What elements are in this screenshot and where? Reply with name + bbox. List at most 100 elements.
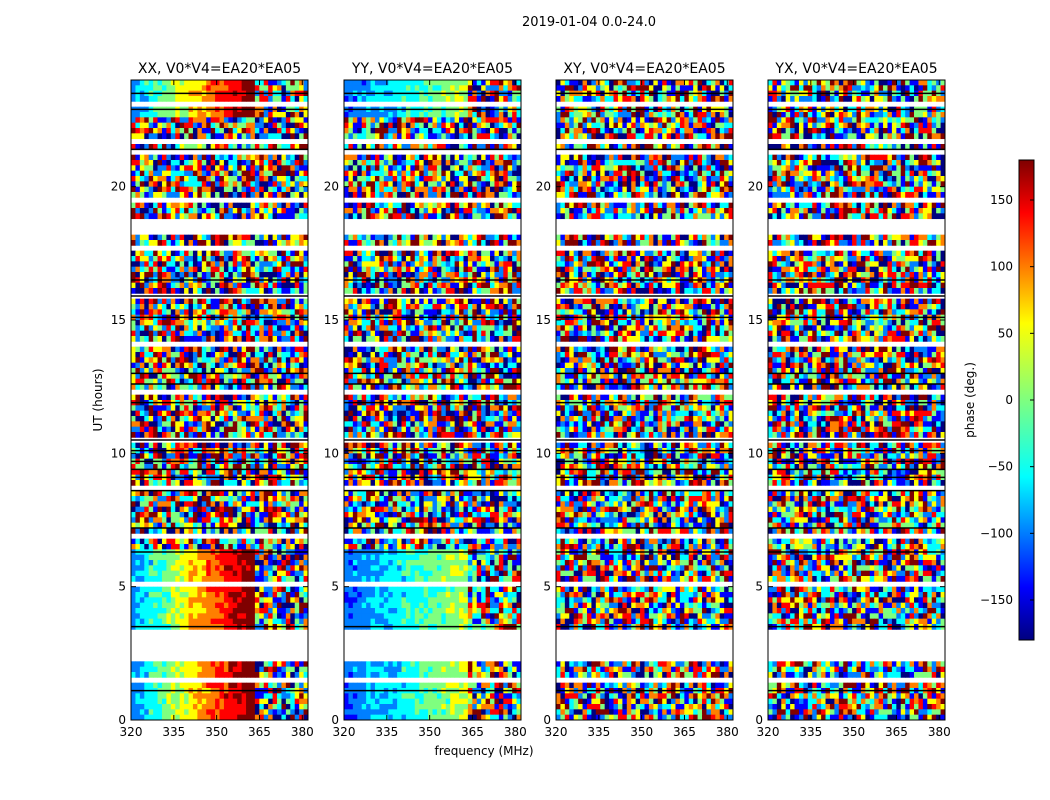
heatmap-cell bbox=[241, 661, 247, 668]
heatmap-cell bbox=[201, 192, 207, 198]
y-tick-label: 15 bbox=[111, 313, 126, 327]
heatmap-cell bbox=[170, 661, 176, 668]
heatmap-cell bbox=[259, 394, 265, 401]
heatmap-cell bbox=[179, 421, 185, 428]
heatmap-cell bbox=[259, 421, 265, 428]
heatmap-cell bbox=[148, 213, 154, 220]
heatmap-cell bbox=[166, 512, 172, 518]
heatmap-cell bbox=[144, 170, 150, 177]
heatmap-cell bbox=[259, 320, 265, 326]
heatmap-cell bbox=[467, 170, 473, 177]
heatmap-cell bbox=[135, 384, 141, 390]
heatmap-cell bbox=[153, 181, 158, 188]
heatmap-cell bbox=[179, 442, 185, 449]
heatmap-cell bbox=[170, 693, 176, 700]
heatmap-cell bbox=[144, 128, 150, 134]
heatmap-cell bbox=[232, 128, 238, 134]
heatmap-cell bbox=[161, 490, 167, 497]
heatmap-cell bbox=[445, 240, 451, 246]
heatmap-cell bbox=[401, 176, 407, 182]
heatmap-cell bbox=[410, 256, 416, 262]
heatmap-cell bbox=[241, 602, 247, 609]
heatmap-cell bbox=[131, 240, 136, 246]
heatmap-cell bbox=[201, 432, 207, 438]
heatmap-cell bbox=[259, 144, 265, 150]
heatmap-cell bbox=[472, 165, 478, 172]
heatmap-cell bbox=[166, 560, 172, 566]
heatmap-cell bbox=[237, 80, 243, 86]
heatmap-cell bbox=[201, 517, 207, 524]
heatmap-cell bbox=[285, 464, 291, 470]
heatmap-cell bbox=[197, 208, 203, 214]
heatmap-cell bbox=[157, 352, 163, 358]
heatmap-cell bbox=[272, 208, 278, 214]
heatmap-cell bbox=[237, 394, 243, 401]
heatmap-cell bbox=[131, 570, 136, 577]
heatmap-cell bbox=[148, 426, 154, 433]
heatmap-cell bbox=[246, 682, 251, 689]
heatmap-cell bbox=[157, 112, 163, 118]
heatmap-cell bbox=[285, 160, 291, 166]
heatmap-cell bbox=[388, 256, 394, 262]
heatmap-cell bbox=[135, 517, 141, 524]
heatmap-cell bbox=[423, 234, 429, 241]
heatmap-cell bbox=[232, 122, 238, 129]
heatmap-cell bbox=[170, 186, 176, 193]
heatmap-cell bbox=[223, 325, 229, 332]
heatmap-cell bbox=[241, 709, 247, 716]
heatmap-cell bbox=[281, 309, 287, 316]
heatmap-cell bbox=[153, 117, 158, 124]
heatmap-cell bbox=[512, 186, 517, 193]
heatmap-cell bbox=[131, 405, 136, 412]
heatmap-cell bbox=[197, 186, 203, 193]
heatmap-cell bbox=[175, 602, 181, 609]
heatmap-cell bbox=[131, 384, 136, 390]
heatmap-cell bbox=[131, 202, 136, 209]
heatmap-cell bbox=[192, 346, 198, 353]
heatmap-cell bbox=[219, 613, 225, 620]
heatmap-cell bbox=[494, 122, 500, 129]
heatmap-cell bbox=[459, 128, 464, 134]
heatmap-cell bbox=[135, 80, 141, 86]
heatmap-cell bbox=[503, 96, 509, 102]
heatmap-cell bbox=[206, 480, 212, 486]
heatmap-cell bbox=[277, 608, 282, 614]
heatmap-cell bbox=[285, 282, 291, 289]
heatmap-cell bbox=[441, 122, 447, 129]
heatmap-cell bbox=[299, 202, 304, 209]
heatmap-cell bbox=[192, 517, 198, 524]
heatmap-cell bbox=[379, 256, 385, 262]
heatmap-cell bbox=[219, 282, 225, 289]
heatmap-cell bbox=[285, 453, 291, 460]
heatmap-cell bbox=[263, 517, 269, 524]
heatmap-cell bbox=[215, 272, 220, 278]
heatmap-cell bbox=[294, 586, 300, 593]
heatmap-cell bbox=[157, 416, 163, 422]
heatmap-cell bbox=[228, 693, 234, 700]
heatmap-cell bbox=[188, 410, 194, 417]
heatmap-cell bbox=[175, 416, 181, 422]
heatmap-cell bbox=[481, 154, 486, 161]
heatmap-cell bbox=[228, 480, 234, 486]
heatmap-cell bbox=[148, 672, 154, 678]
heatmap-cell bbox=[357, 128, 363, 134]
heatmap-cell bbox=[237, 661, 243, 668]
heatmap-cell bbox=[361, 117, 367, 124]
heatmap-cell bbox=[268, 346, 273, 353]
heatmap-cell bbox=[250, 208, 256, 214]
heatmap-cell bbox=[215, 368, 220, 374]
heatmap-cell bbox=[157, 234, 163, 241]
heatmap-cell bbox=[436, 165, 442, 172]
heatmap-cell bbox=[299, 256, 304, 262]
heatmap-cell bbox=[352, 96, 358, 102]
heatmap-cell bbox=[272, 394, 278, 401]
heatmap-cell bbox=[241, 480, 247, 486]
heatmap-cell bbox=[153, 405, 158, 412]
heatmap-cell bbox=[285, 96, 291, 102]
heatmap-cell bbox=[299, 410, 304, 417]
heatmap-cell bbox=[246, 570, 251, 577]
heatmap-cell bbox=[254, 133, 260, 140]
heatmap-cell bbox=[219, 112, 225, 118]
heatmap-cell bbox=[246, 112, 251, 118]
